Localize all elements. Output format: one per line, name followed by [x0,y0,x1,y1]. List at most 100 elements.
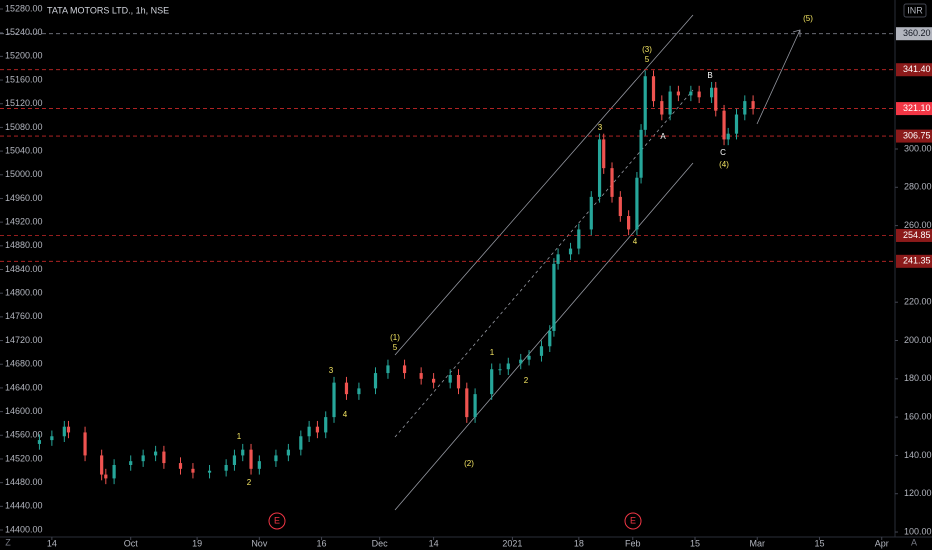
candle-body [315,426,320,433]
wave-label: B [707,71,712,80]
candle-body [50,436,54,441]
candle-body [286,449,290,456]
x-tick-label: 18 [574,538,584,548]
candle-body [431,378,436,383]
candle-body [498,369,502,371]
candle-body [456,374,461,389]
wave-label: A [660,132,666,141]
level-label: 321.10 [903,103,931,113]
y2-tick-label: 14920.00 [5,217,43,227]
level-label: 306.75 [903,130,931,140]
candle-body [635,177,639,230]
wave-label: C [720,148,726,157]
candle-body [207,470,212,473]
wave-label: 4 [343,410,348,419]
y-tick-label: 220.00 [904,297,932,307]
level-tag [896,254,932,268]
y2-tick-label: 15000.00 [5,169,43,179]
candle-body [83,432,87,456]
candle-body [448,374,452,383]
candle-body [539,346,544,356]
candle-body [104,474,108,479]
candle-body [257,461,261,469]
wave-label: 5 [393,343,398,352]
y2-tick-label: 15160.00 [5,74,43,84]
wave-label: 1 [237,432,242,441]
candle-body [473,394,477,418]
candle-body [37,440,42,444]
wave-label: (5) [803,14,813,23]
wave-label: 3 [598,123,603,132]
candle-body [697,91,701,98]
level-tag [896,228,932,242]
level-label: 360.20 [903,28,931,38]
candle-body [643,76,647,130]
currency: INR [907,5,923,15]
candle-body [274,455,278,462]
candle-body [112,464,116,479]
y2-tick-label: 15280.00 [5,3,43,13]
level-tag [896,129,932,143]
candle-body [618,196,622,217]
candle-body [299,436,303,450]
candle-body [357,388,361,395]
wave-label: (3) [642,45,652,54]
y-tick-label: 160.00 [904,411,932,421]
candle-body [465,388,469,418]
y-tick-label: 100.00 [904,526,932,536]
candle-body [324,417,328,433]
candle-body [597,139,602,197]
y2-tick-label: 14400.00 [5,524,43,534]
y2-tick-label: 14560.00 [5,430,43,440]
channel-upper [394,14,694,356]
candle-body [710,87,714,98]
y-tick-label: 300.00 [904,143,932,153]
level-label: 241.35 [903,256,931,266]
arrow-head [792,29,801,37]
candle-body [577,229,581,249]
candle-body [660,101,664,115]
event-label: E [274,515,280,525]
candle-body [224,464,228,471]
y2-tick-label: 15080.00 [5,122,43,132]
y-tick-label: 260.00 [904,220,932,230]
y2-tick-label: 14680.00 [5,359,43,369]
candle-body [722,110,726,140]
candle-body [373,373,378,389]
candle-body [249,449,253,469]
wave-label: 5 [645,55,650,64]
y2-tick-label: 14840.00 [5,264,43,274]
x-tick-label: 15 [690,538,700,548]
candle-body [241,449,245,456]
candle-body [651,76,656,102]
y2-tick-label: 14520.00 [5,453,43,463]
candle-body [610,168,614,197]
candle-body [751,101,755,109]
level-tag [896,63,932,77]
candle-body [490,369,494,395]
level-tag [896,27,932,41]
candle-body [62,426,66,437]
corner-left[interactable]: Z [5,537,11,547]
candle-body [552,263,556,331]
y2-tick-label: 14480.00 [5,477,43,487]
candle-body [556,254,560,264]
x-tick-label: Nov [251,538,268,548]
candle-body [714,87,718,111]
corner-right[interactable]: A [911,537,917,547]
candle-body [100,455,104,475]
x-tick-label: Apr [875,538,889,548]
candle-body [66,426,71,433]
candle-body [232,455,237,465]
candle-body [602,139,606,169]
y2-tick-label: 15240.00 [5,27,43,37]
candle-body [568,248,573,255]
candle-body [153,451,158,456]
y2-tick-label: 15040.00 [5,145,43,155]
wave-label: 1 [490,348,495,357]
wave-label: (4) [719,160,729,169]
candle-body [676,91,681,96]
y-tick-label: 200.00 [904,335,932,345]
